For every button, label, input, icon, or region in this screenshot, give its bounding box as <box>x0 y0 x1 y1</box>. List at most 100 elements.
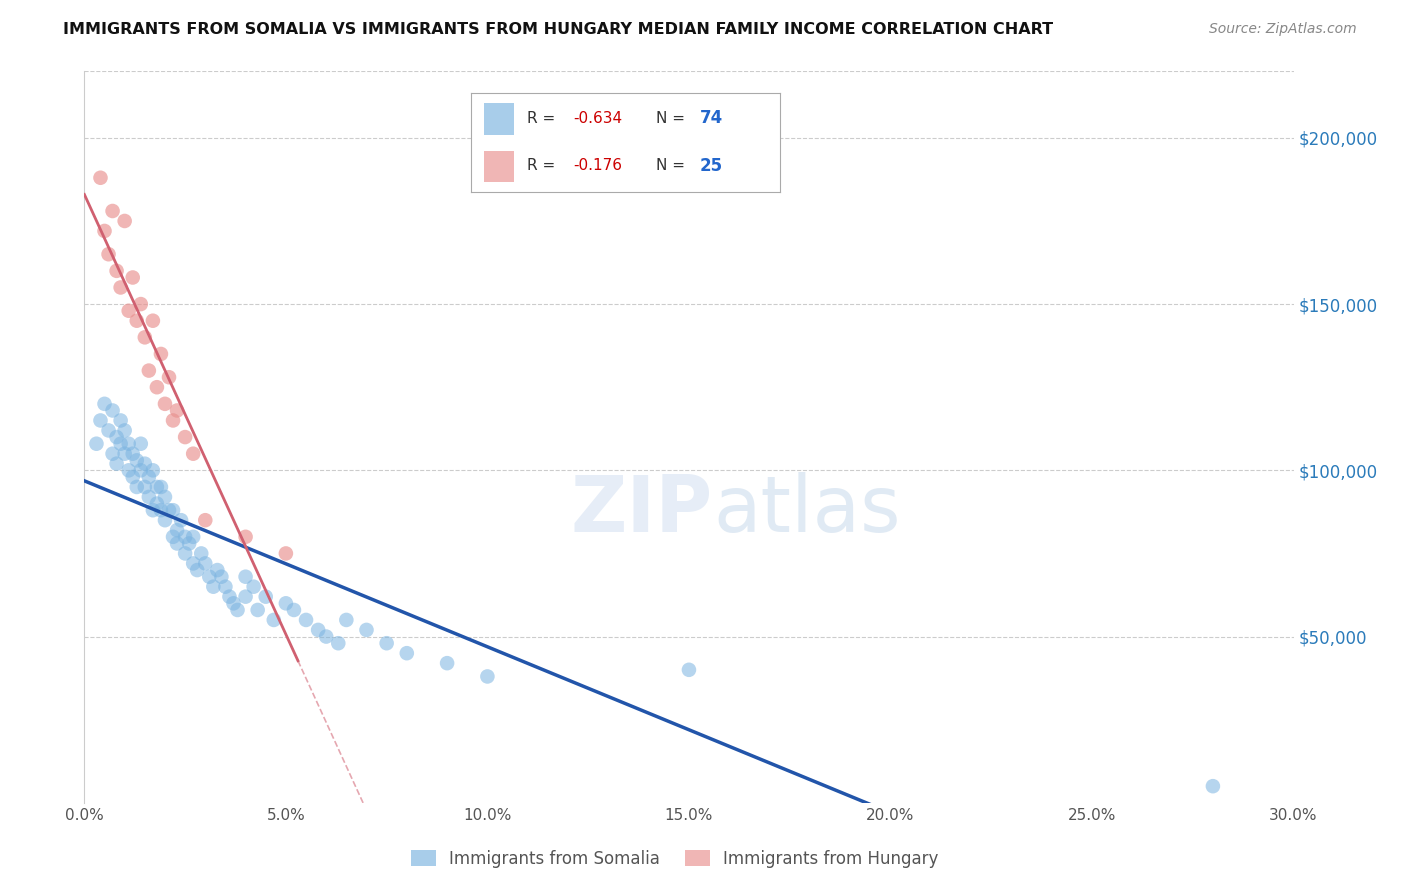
Point <box>263 613 285 627</box>
Point <box>134 457 156 471</box>
Point <box>105 264 128 278</box>
Point <box>153 397 176 411</box>
Legend: Immigrants from Somalia, Immigrants from Hungary: Immigrants from Somalia, Immigrants from… <box>405 844 945 875</box>
Point <box>477 669 499 683</box>
Point <box>114 214 136 228</box>
Point <box>146 497 169 511</box>
Point <box>97 247 120 261</box>
Point <box>157 370 180 384</box>
Point <box>194 557 217 571</box>
Point <box>194 513 217 527</box>
Point <box>202 580 225 594</box>
Text: ZIP: ZIP <box>571 472 713 549</box>
Point <box>129 463 152 477</box>
Point <box>114 424 136 438</box>
Point <box>214 580 236 594</box>
Point <box>162 413 184 427</box>
Point <box>246 603 269 617</box>
Point <box>138 490 160 504</box>
Point <box>181 447 204 461</box>
Point <box>125 453 148 467</box>
Point <box>101 204 124 219</box>
Point <box>209 570 232 584</box>
Point <box>149 480 172 494</box>
Point <box>375 636 398 650</box>
Point <box>157 503 180 517</box>
Point <box>110 413 132 427</box>
Point <box>254 590 277 604</box>
Point <box>190 546 212 560</box>
Point <box>146 380 169 394</box>
Point <box>97 424 120 438</box>
Point <box>174 546 197 560</box>
Point <box>166 403 188 417</box>
Point <box>162 503 184 517</box>
Point <box>166 523 188 537</box>
Point <box>179 536 201 550</box>
Point <box>142 503 165 517</box>
Point <box>89 170 111 185</box>
Text: atlas: atlas <box>713 472 901 549</box>
Point <box>101 447 124 461</box>
Point <box>181 557 204 571</box>
Point <box>181 530 204 544</box>
Point <box>170 513 193 527</box>
Point <box>153 513 176 527</box>
Point <box>146 480 169 494</box>
Point <box>274 546 297 560</box>
Point <box>105 430 128 444</box>
Point <box>125 314 148 328</box>
Point <box>395 646 418 660</box>
Point <box>166 536 188 550</box>
Point <box>307 623 329 637</box>
Point <box>356 623 378 637</box>
Point <box>118 436 141 450</box>
Point <box>328 636 350 650</box>
Point <box>121 270 143 285</box>
Point <box>129 297 152 311</box>
Point <box>125 480 148 494</box>
Text: IMMIGRANTS FROM SOMALIA VS IMMIGRANTS FROM HUNGARY MEDIAN FAMILY INCOME CORRELAT: IMMIGRANTS FROM SOMALIA VS IMMIGRANTS FR… <box>63 22 1053 37</box>
Text: Source: ZipAtlas.com: Source: ZipAtlas.com <box>1209 22 1357 37</box>
Point <box>138 470 160 484</box>
Point <box>121 447 143 461</box>
Point <box>274 596 297 610</box>
Point <box>295 613 318 627</box>
Point <box>101 403 124 417</box>
Point <box>1202 779 1225 793</box>
Point <box>142 314 165 328</box>
Point <box>93 224 115 238</box>
Point <box>118 303 141 318</box>
Point <box>174 530 197 544</box>
Point <box>149 347 172 361</box>
Point <box>89 413 111 427</box>
Point <box>678 663 700 677</box>
Point <box>315 630 337 644</box>
Point <box>436 656 458 670</box>
Point <box>198 570 221 584</box>
Point <box>186 563 208 577</box>
Point <box>162 530 184 544</box>
Point <box>235 570 257 584</box>
Point <box>153 490 176 504</box>
Point <box>242 580 264 594</box>
Point <box>134 480 156 494</box>
Point <box>149 503 172 517</box>
Point <box>283 603 305 617</box>
Point <box>207 563 229 577</box>
Point <box>174 430 197 444</box>
Point <box>110 280 132 294</box>
Point <box>235 590 257 604</box>
Point <box>235 530 257 544</box>
Point <box>118 463 141 477</box>
Point <box>105 457 128 471</box>
Point <box>226 603 249 617</box>
Point <box>129 436 152 450</box>
Point <box>142 463 165 477</box>
Point <box>110 436 132 450</box>
Point <box>121 470 143 484</box>
Point <box>222 596 245 610</box>
Point <box>134 330 156 344</box>
Point <box>114 447 136 461</box>
Point <box>335 613 357 627</box>
